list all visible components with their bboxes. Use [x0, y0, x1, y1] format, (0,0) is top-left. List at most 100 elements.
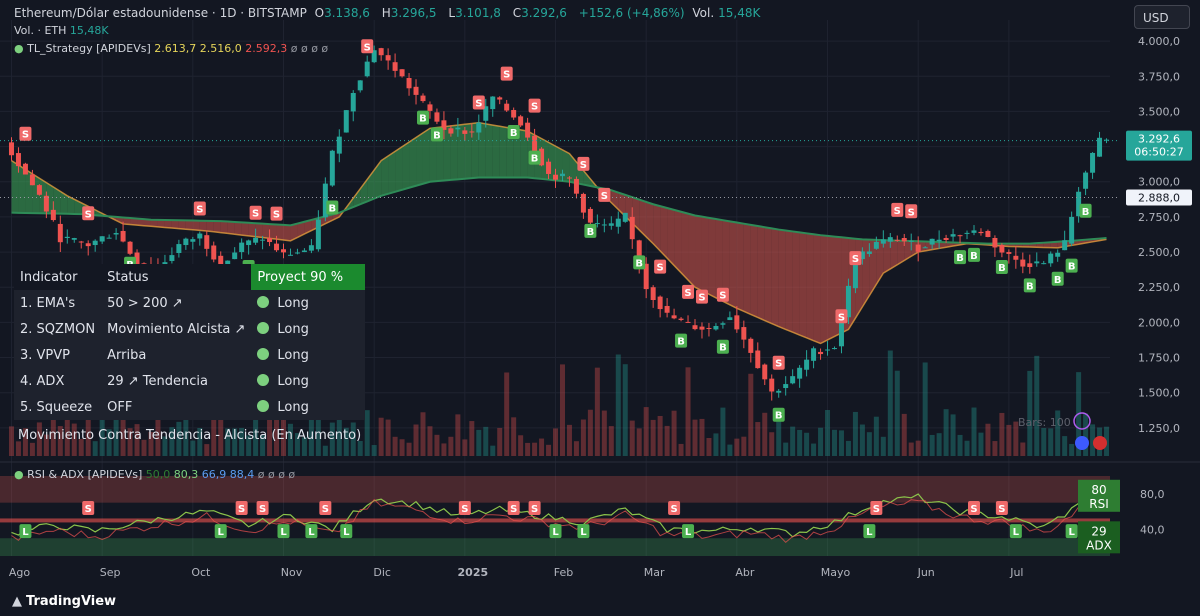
volume-bar — [762, 412, 768, 456]
lightning-icon[interactable] — [1073, 412, 1091, 430]
strategy-name: TL_Strategy [APIDEVs] — [27, 42, 151, 55]
buy-signal: B — [998, 263, 1006, 274]
buy-signal: B — [635, 258, 643, 269]
volume-bar — [36, 422, 42, 456]
sell-signal: S — [775, 359, 782, 370]
sell-signal: S — [503, 70, 510, 81]
strategy-legend[interactable]: ● TL_Strategy [APIDEVs] 2.613,7 2.516,0 … — [14, 42, 328, 55]
rsi-long-signal: L — [1013, 527, 1020, 538]
symbol-title[interactable]: Ethereum/Dólar estadounidense · 1D · BIT… — [14, 6, 307, 20]
trend-band — [653, 204, 661, 251]
volume-bar — [99, 407, 105, 456]
volume-bar — [329, 422, 335, 456]
candle-body — [57, 223, 63, 243]
sell-signal: S — [684, 288, 691, 299]
status-dot-icon — [257, 321, 270, 334]
candle-body — [950, 234, 956, 237]
candle-body — [873, 241, 879, 249]
volume-bar — [566, 424, 572, 456]
candle-body — [573, 178, 579, 194]
frog-icon: ● — [14, 42, 24, 55]
volume-bar — [727, 444, 733, 456]
strategy-value-1: 2.613,7 — [154, 42, 197, 55]
candle-body — [636, 240, 642, 266]
volume-bar — [559, 364, 565, 456]
candle-body — [78, 241, 84, 243]
trend-band — [171, 220, 179, 229]
volume-bar — [894, 370, 900, 456]
sell-signal: S — [852, 254, 859, 265]
tradingview-logo[interactable]: ▲ TradingView — [12, 594, 117, 609]
candle-body — [232, 252, 238, 260]
candle-body — [713, 325, 719, 330]
rsi-long-signal: L — [866, 527, 873, 538]
rsi-short-signal: S — [259, 504, 266, 515]
volume-legend: Vol. · ETH 15,48K — [14, 24, 109, 37]
candle-body — [308, 245, 314, 251]
volume-bar — [441, 443, 447, 456]
rsi-long-signal-bg — [305, 524, 318, 539]
rsi-long-signal: L — [343, 527, 350, 538]
rsi-legend[interactable]: ● RSI & ADX [APIDEVs] 50,0 80,3 66,9 88,… — [14, 468, 296, 481]
trend-band — [611, 190, 619, 210]
trend-band — [639, 199, 647, 237]
volume-bar — [825, 409, 831, 456]
candle-body — [664, 305, 670, 313]
trend-band — [123, 217, 131, 225]
buy-signal-bg — [1023, 278, 1036, 293]
candle-body — [281, 249, 286, 253]
volume-bar — [776, 410, 782, 456]
last-price-tag — [1126, 130, 1192, 161]
volume-bar — [539, 438, 545, 456]
trend-band — [701, 216, 709, 295]
volume-bar — [1027, 370, 1033, 456]
candle-body — [134, 252, 140, 267]
buy-signal-bg — [528, 150, 541, 165]
volume-bar — [134, 424, 140, 456]
sell-signal: S — [273, 210, 280, 221]
rsi-short-signal: S — [322, 504, 329, 515]
candle-body — [1013, 255, 1019, 260]
candle-body — [497, 97, 503, 100]
volume-bar — [455, 414, 461, 456]
flag-us-icon[interactable] — [1075, 436, 1089, 450]
candle-body — [406, 78, 412, 89]
buy-signal: B — [1082, 207, 1090, 218]
candle-body — [36, 185, 42, 195]
volume-bar — [901, 413, 907, 456]
trend-band — [897, 240, 905, 265]
candle-body — [1083, 172, 1089, 189]
volume-bar — [957, 434, 963, 456]
volume-bar — [601, 410, 607, 456]
y-tick-label: 3.500,0 — [1138, 105, 1180, 118]
candle-body — [476, 122, 482, 133]
candle-body — [971, 230, 977, 233]
rsi-short-signal-bg — [458, 501, 471, 515]
candle-body — [734, 315, 740, 330]
candle-body — [190, 239, 196, 242]
volume-bar — [971, 407, 977, 456]
y-tick-label: 2.000,0 — [1138, 316, 1180, 329]
trend-band — [262, 223, 270, 239]
trend-band — [681, 211, 689, 280]
sell-signal-bg — [577, 156, 590, 171]
buy-signal-bg — [995, 260, 1008, 275]
trend-band — [471, 122, 479, 179]
volume-bar — [43, 434, 49, 456]
candle-body — [392, 62, 398, 71]
volume-bar — [29, 442, 35, 456]
volume-bar — [713, 433, 719, 456]
currency-button[interactable]: USD — [1134, 5, 1190, 29]
candle-body — [999, 245, 1005, 253]
x-tick-label: Jun — [917, 566, 935, 579]
x-tick-label: Mar — [644, 566, 665, 579]
volume-bar — [322, 445, 328, 456]
volume-bar — [427, 426, 433, 456]
candle-body — [622, 212, 628, 222]
rsi-long-signal-bg — [19, 524, 32, 539]
flag-cl-icon[interactable] — [1093, 436, 1107, 450]
trend-band — [137, 218, 145, 226]
trend-band — [688, 213, 696, 288]
volume-bar — [783, 442, 789, 456]
